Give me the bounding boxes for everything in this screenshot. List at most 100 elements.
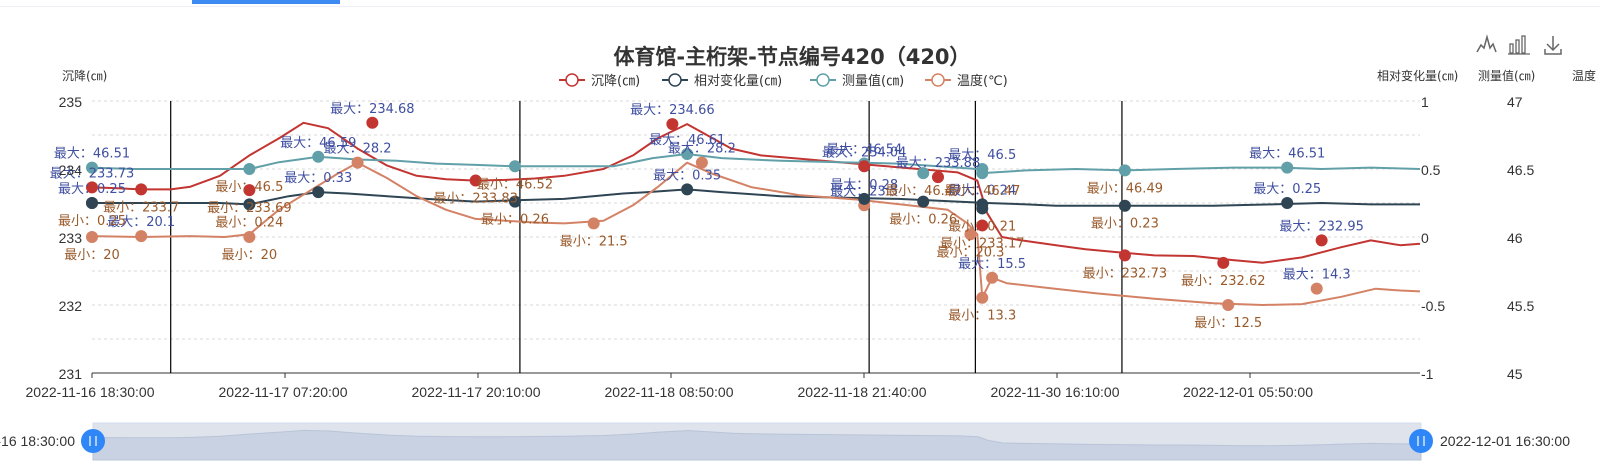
annotation-label: 最小：20 bbox=[222, 248, 278, 263]
annotation-point[interactable] bbox=[135, 230, 148, 243]
annotation-label: 最小：46.47 bbox=[944, 184, 1020, 199]
annotation-label: 最大：46.51 bbox=[1249, 147, 1325, 162]
annotation-point[interactable] bbox=[508, 160, 521, 173]
annotation-point[interactable] bbox=[858, 160, 871, 173]
annotation-point[interactable] bbox=[243, 198, 256, 211]
annotation-point[interactable] bbox=[681, 183, 694, 196]
annotation-point[interactable] bbox=[1217, 256, 1230, 269]
x-tick: 2022-11-18 08:50:00 bbox=[605, 384, 734, 400]
y-right2-axis-name: 测量值(㎝) bbox=[1478, 68, 1535, 83]
annotation-label: 最大：14.3 bbox=[1283, 268, 1351, 283]
annotation-point[interactable] bbox=[86, 231, 98, 243]
series-line[interactable] bbox=[91, 153, 1421, 175]
annotation-label: 最小：233.17 bbox=[940, 236, 1025, 251]
annotation-label: 最小：0.25 bbox=[58, 214, 126, 229]
annotation-point[interactable] bbox=[917, 195, 930, 208]
y-left-tick: 233 bbox=[59, 230, 83, 246]
annotation-point[interactable] bbox=[976, 219, 989, 232]
annotation-point[interactable] bbox=[931, 171, 944, 184]
annotation-point[interactable] bbox=[508, 195, 521, 208]
annotation-label: 最大：46.51 bbox=[54, 147, 130, 162]
y-right1-tick-labels: 1 0.5 0 -0.5 -1 bbox=[1421, 94, 1445, 382]
annotation-label: 最小：0.26 bbox=[481, 213, 549, 228]
annotation-point[interactable] bbox=[666, 118, 679, 131]
y-right2-tick: 47 bbox=[1507, 94, 1523, 110]
annotation-label: 最小：233.7 bbox=[103, 200, 179, 215]
legend-item[interactable]: 温度(℃) bbox=[925, 73, 1008, 89]
y-left-tick: 232 bbox=[59, 298, 83, 314]
annotation-point[interactable] bbox=[1222, 299, 1235, 311]
annotation-point[interactable] bbox=[1118, 164, 1131, 177]
top-divider bbox=[0, 6, 1600, 7]
annotation-label: 最大：46.5 bbox=[948, 148, 1016, 163]
annotation-points bbox=[86, 116, 1328, 311]
annotation-point[interactable] bbox=[469, 174, 482, 187]
annotation-point[interactable] bbox=[681, 148, 694, 161]
data-zoom-end-label: 2022-12-01 16:30:00 bbox=[1440, 433, 1570, 449]
bar-chart-icon[interactable] bbox=[1508, 34, 1530, 56]
annotation-point[interactable] bbox=[243, 184, 256, 197]
data-zoom-end-handle[interactable] bbox=[1409, 429, 1433, 453]
y-right1-tick: -1 bbox=[1421, 366, 1434, 382]
y-left-tick: 234 bbox=[59, 162, 83, 178]
annotation-point[interactable] bbox=[1118, 249, 1131, 262]
annotation-label: 最小：0.24 bbox=[215, 215, 283, 230]
annotation-point[interactable] bbox=[312, 186, 325, 199]
annotation-label: 最小：46.52 bbox=[477, 177, 553, 192]
annotation-point[interactable] bbox=[366, 116, 379, 129]
annotation-point[interactable] bbox=[312, 150, 325, 163]
annotation-point[interactable] bbox=[917, 167, 930, 180]
annotation-point[interactable] bbox=[1315, 234, 1328, 247]
annotation-point[interactable] bbox=[135, 183, 148, 196]
annotation-label: 最大：234.68 bbox=[330, 102, 415, 117]
annotation-label: 最小：0.21 bbox=[948, 219, 1016, 234]
y-right1-tick: -0.5 bbox=[1421, 298, 1445, 314]
annotation-point[interactable] bbox=[243, 163, 256, 175]
legend-label: 测量值(㎝) bbox=[842, 73, 904, 89]
annotation-point[interactable] bbox=[976, 167, 989, 180]
series-line[interactable] bbox=[92, 188, 1420, 207]
annotation-point[interactable] bbox=[1118, 199, 1131, 212]
annotation-point[interactable] bbox=[243, 231, 256, 243]
annotation-point[interactable] bbox=[86, 197, 98, 209]
annotation-point[interactable] bbox=[976, 291, 989, 304]
y-right1-tick: 1 bbox=[1421, 94, 1429, 110]
annotation-point[interactable] bbox=[858, 192, 871, 205]
annotation-point[interactable] bbox=[1310, 282, 1323, 295]
series-line[interactable] bbox=[91, 161, 1421, 306]
annotation-point[interactable] bbox=[986, 271, 999, 284]
legend-item[interactable]: 相对变化量(㎝) bbox=[662, 73, 782, 89]
annotation-point[interactable] bbox=[86, 161, 98, 174]
y-right2-tick: 45 bbox=[1507, 366, 1523, 382]
series-line[interactable] bbox=[91, 121, 1421, 264]
line-chart-icon[interactable] bbox=[1474, 34, 1497, 56]
annotation-point[interactable] bbox=[587, 217, 600, 230]
legend-label: 沉降(㎝) bbox=[591, 74, 640, 89]
annotation-label: 最大：0.25 bbox=[58, 182, 126, 197]
annotation-label: 最小：0.23 bbox=[1091, 217, 1159, 232]
y-right2-tick-labels: 47 46.5 46 45.5 45 bbox=[1507, 94, 1534, 382]
y-right1-tick: 0.5 bbox=[1421, 162, 1441, 178]
data-zoom-slider[interactable]: 2022-11-16 18:30:00 2022-12-01 16:30:00 bbox=[0, 422, 1570, 461]
legend[interactable]: 沉降(㎝) 相对变化量(㎝) 测量值(㎝) 温度(℃) bbox=[559, 73, 1008, 89]
legend-item[interactable]: 测量值(㎝) bbox=[810, 73, 904, 89]
annotation-point[interactable] bbox=[695, 156, 708, 169]
annotation-point[interactable] bbox=[1281, 197, 1294, 209]
data-zoom-start-handle[interactable] bbox=[81, 429, 105, 453]
annotation-point[interactable] bbox=[351, 156, 364, 169]
annotation-label: 最小：13.3 bbox=[948, 309, 1016, 324]
annotation-label: 最大：23.5 bbox=[830, 184, 898, 199]
annotation-label: 最大：233.88 bbox=[896, 156, 981, 171]
annotation-label: 最小：233.69 bbox=[207, 201, 292, 216]
annotation-point[interactable] bbox=[86, 181, 98, 194]
annotation-point[interactable] bbox=[964, 228, 977, 241]
legend-item[interactable]: 沉降(㎝) bbox=[559, 73, 640, 89]
annotation-label: 最小：21.5 bbox=[560, 234, 628, 249]
download-icon[interactable] bbox=[1542, 34, 1564, 56]
active-tab-indicator bbox=[192, 0, 340, 4]
y-left-tick: 235 bbox=[59, 94, 83, 110]
annotation-point[interactable] bbox=[976, 202, 989, 215]
annotation-point[interactable] bbox=[1281, 161, 1294, 174]
series-lines bbox=[91, 121, 1421, 306]
